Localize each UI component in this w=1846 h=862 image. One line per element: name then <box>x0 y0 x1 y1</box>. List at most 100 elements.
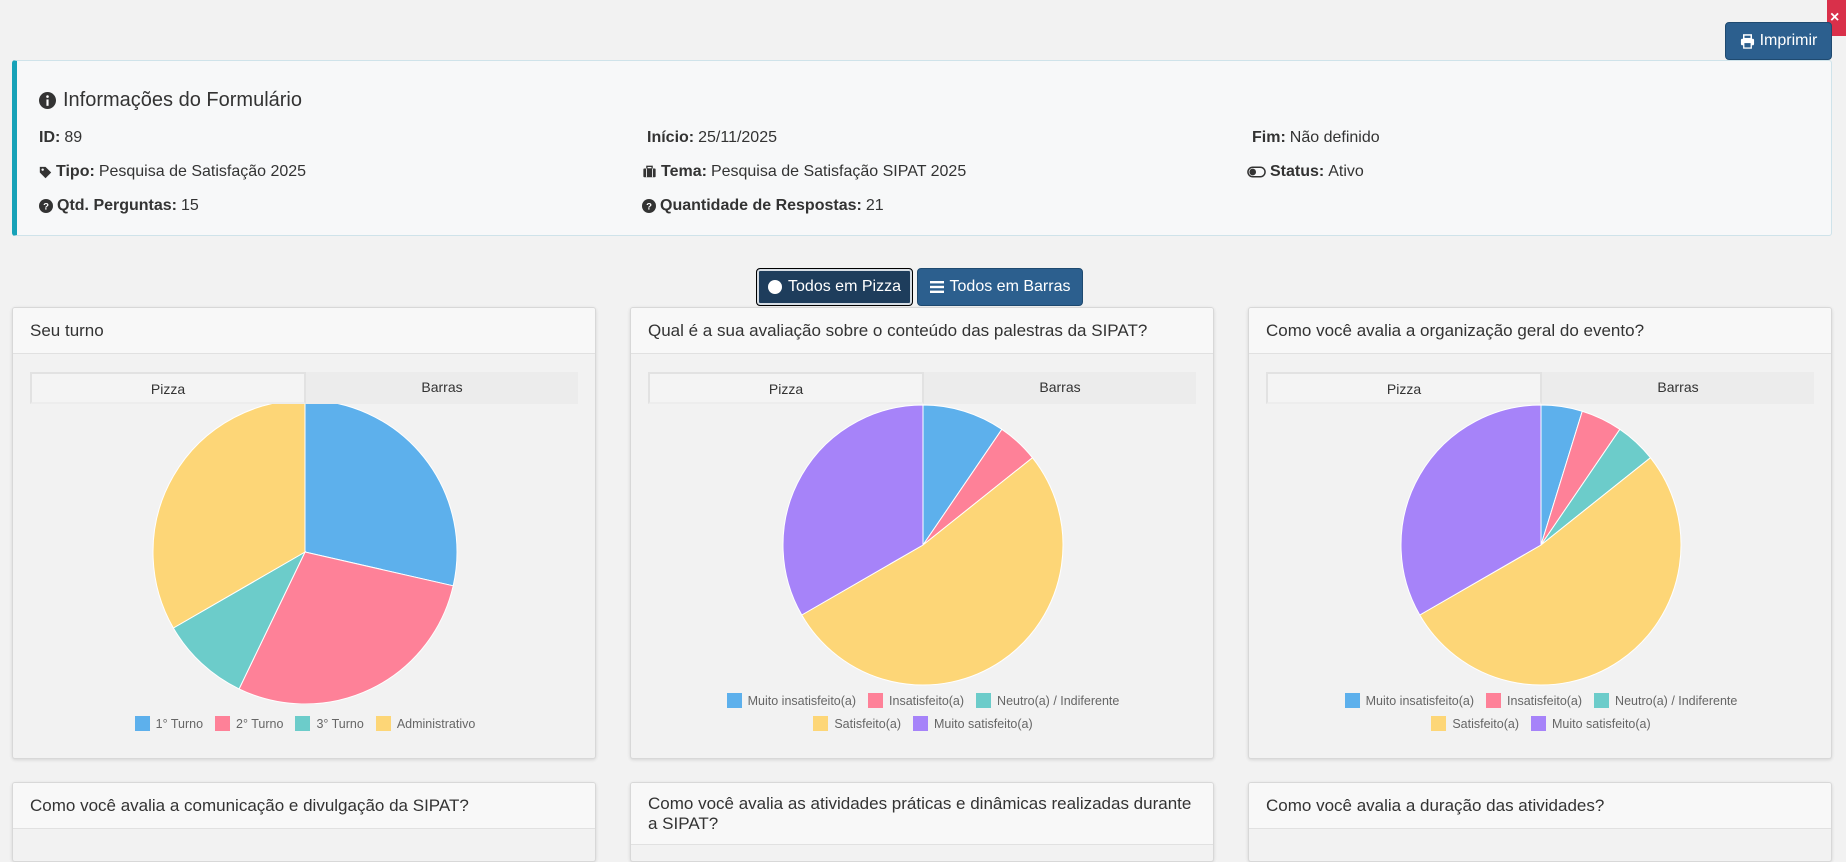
card-title: Qual é a sua avaliação sobre o conteúdo … <box>631 308 1213 354</box>
legend-item[interactable]: Satisfeito(a) <box>1431 712 1519 735</box>
tab-pizza[interactable]: Pizza <box>30 372 306 404</box>
print-button[interactable]: Imprimir <box>1725 22 1832 60</box>
card-title: Como você avalia a duração das atividade… <box>1249 783 1831 829</box>
legend-item[interactable]: Neutro(a) / Indiferente <box>1594 689 1737 712</box>
pie-slice-2-turno[interactable] <box>238 551 454 704</box>
legend-item[interactable]: Muito insatisfeito(a) <box>726 689 857 712</box>
legend-swatch <box>726 693 742 708</box>
tab-barras[interactable]: Barras <box>1039 379 1081 395</box>
info-tema: Tema: Pesquisa de Satisfação SIPAT 2025 <box>642 163 966 181</box>
legend-item[interactable]: Muito satisfeito(a) <box>913 712 1033 735</box>
pie-slice-muito-insatisfeito-a[interactable] <box>922 404 1003 547</box>
question-circle-icon: ? <box>642 199 656 213</box>
legend-swatch <box>1486 693 1502 708</box>
legend-label: Muito satisfeito(a) <box>1552 716 1651 731</box>
legend-item[interactable]: Neutro(a) / Indiferente <box>976 689 1119 712</box>
legend-swatch <box>976 693 992 708</box>
legend-item[interactable]: Muito satisfeito(a) <box>1531 712 1651 735</box>
legend-label: Muito satisfeito(a) <box>934 716 1033 731</box>
pie-slice-satisfeito-a[interactable] <box>1419 457 1682 686</box>
chart-card: Como você avalia a comunicação e divulga… <box>12 782 596 862</box>
pie-slice-muito-satisfeito-a[interactable] <box>1400 404 1542 616</box>
chart-tabs: Pizza Barras <box>648 372 1196 404</box>
pie-slice-satisfeito-a[interactable] <box>801 457 1064 686</box>
card-title: Seu turno <box>13 308 595 354</box>
legend-swatch <box>868 693 884 708</box>
chart-legend: 1° Turno 2° Turno 3° Turno Administrativo <box>13 712 595 735</box>
legend-label: 3° Turno <box>316 716 364 731</box>
chart-tabs: Pizza Barras <box>1266 372 1814 404</box>
legend-label: Administrativo <box>396 716 476 731</box>
printer-icon <box>1740 33 1754 49</box>
legend-label: Neutro(a) / Indiferente <box>1615 693 1738 708</box>
legend-label: 1° Turno <box>155 716 204 731</box>
info-inicio: Início: 25/11/2025 <box>647 129 777 146</box>
pie-chart <box>782 404 1064 686</box>
tab-pizza[interactable]: Pizza <box>648 372 924 404</box>
legend-swatch <box>1531 716 1547 731</box>
legend-item[interactable]: Insatisfeito(a) <box>868 689 964 712</box>
circle-icon <box>768 280 783 294</box>
legend-label: Neutro(a) / Indiferente <box>997 693 1120 708</box>
chart-card: Como você avalia as atividades práticas … <box>630 782 1214 862</box>
print-button-label: Imprimir <box>1759 32 1818 49</box>
chart-card: Seu turno Pizza Barras 1° Turno 2° Turno 3… <box>12 307 596 759</box>
info-fim: Fim: Não definido <box>1252 129 1380 146</box>
chart-legend: Muito insatisfeito(a) Insatisfeito(a) Neut… <box>1249 689 1831 735</box>
toggle-icon <box>1247 166 1266 178</box>
legend-label: Insatisfeito(a) <box>889 693 965 708</box>
legend-label: Muito insatisfeito(a) <box>1365 693 1475 708</box>
info-id: ID: 89 <box>39 129 83 146</box>
chart-card: Qual é a sua avaliação sobre o conteúdo … <box>630 307 1214 759</box>
chart-card: Como você avalia a duração das atividade… <box>1248 782 1832 862</box>
card-title: Como você avalia a organização geral do … <box>1249 308 1831 354</box>
tab-barras[interactable]: Barras <box>421 379 463 395</box>
chart-tabs: Pizza Barras <box>30 372 578 404</box>
legend-swatch <box>134 716 150 731</box>
all-bar-button[interactable]: Todos em Barras <box>917 268 1083 306</box>
pie-slice-muito-satisfeito-a[interactable] <box>782 404 924 616</box>
card-title: Como você avalia a comunicação e divulga… <box>13 783 595 829</box>
chart-legend: Muito insatisfeito(a) Insatisfeito(a) Neut… <box>631 689 1213 735</box>
pie-slice-administrativo[interactable] <box>152 404 306 629</box>
info-quantidade-respostas: ? Quantidade de Respostas: 21 <box>642 197 884 215</box>
pie-slice-3-turno[interactable] <box>172 550 307 690</box>
legend-item[interactable]: Satisfeito(a) <box>813 712 901 735</box>
legend-item[interactable]: Muito insatisfeito(a) <box>1344 689 1475 712</box>
pie-slice-1-turno[interactable] <box>304 404 458 587</box>
legend-swatch <box>1431 716 1447 731</box>
legend-item[interactable]: 1° Turno <box>134 712 204 735</box>
card-title: Como você avalia as atividades práticas … <box>631 783 1213 845</box>
legend-item[interactable]: 2° Turno <box>215 712 283 735</box>
chart-card: Como você avalia a organização geral do … <box>1248 307 1832 759</box>
form-info-panel: Informações do Formulário ID: 89 Início: 2… <box>12 60 1832 236</box>
question-circle-icon: ? <box>39 199 53 213</box>
tag-icon <box>39 166 52 178</box>
tab-pizza[interactable]: Pizza <box>1266 372 1542 404</box>
legend-swatch <box>1594 693 1610 708</box>
legend-item[interactable]: Administrativo <box>375 712 476 735</box>
legend-label: 2° Turno <box>236 716 284 731</box>
info-qtd-perguntas: ? Qtd. Perguntas: 15 <box>39 197 199 215</box>
briefcase-icon <box>643 165 656 178</box>
tab-barras[interactable]: Barras <box>1657 379 1699 395</box>
info-tipo: Tipo: Pesquisa de Satisfação 2025 <box>39 163 306 181</box>
legend-label: Insatisfeito(a) <box>1507 693 1583 708</box>
legend-swatch <box>375 716 391 731</box>
svg-text:?: ? <box>646 202 652 213</box>
bars-icon <box>929 281 944 293</box>
pie-chart <box>1400 404 1682 686</box>
info-status: Status: Ativo <box>1247 163 1364 181</box>
legend-item[interactable]: Insatisfeito(a) <box>1486 689 1582 712</box>
legend-label: Muito insatisfeito(a) <box>747 693 857 708</box>
legend-swatch <box>813 716 829 731</box>
all-pie-button[interactable]: Todos em Pizza <box>756 268 913 306</box>
legend-item[interactable]: 3° Turno <box>295 712 364 735</box>
info-circle-icon <box>39 92 56 109</box>
legend-label: Satisfeito(a) <box>834 716 902 731</box>
pie-chart <box>152 404 458 704</box>
svg-text:?: ? <box>43 202 49 213</box>
legend-label: Satisfeito(a) <box>1452 716 1520 731</box>
legend-swatch <box>913 716 929 731</box>
info-panel-title: Informações do Formulário <box>39 89 302 112</box>
